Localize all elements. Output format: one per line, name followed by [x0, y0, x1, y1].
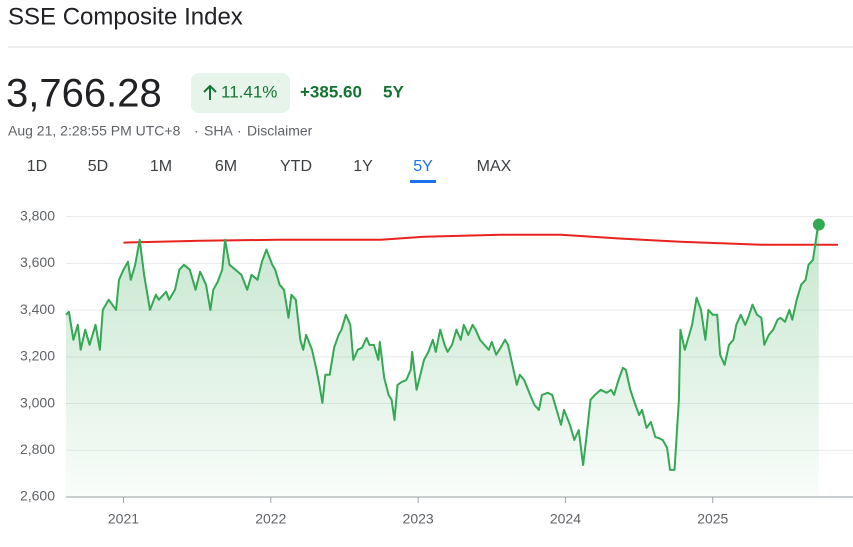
- y-tick-label: 3,400: [20, 301, 55, 317]
- area: [66, 224, 819, 497]
- change-period: 5Y: [383, 82, 404, 101]
- change-percent: 11.41%: [221, 82, 277, 101]
- y-tick-label: 3,200: [20, 348, 55, 364]
- price: 3,766.28: [6, 72, 162, 116]
- line: [65, 224, 820, 471]
- y-tick-label: 3,800: [20, 207, 55, 223]
- up-arrow: [203, 84, 217, 100]
- chart: 2,600 2,800 3,000 3,200 3,400 3,600 3,800 2021 2…: [20, 207, 853, 527]
- range-tab[interactable]: 5D: [88, 158, 108, 175]
- range-tab[interactable]: 1D: [27, 158, 47, 175]
- change: +385.60: [300, 82, 362, 101]
- line: [123, 233, 838, 246]
- separator: ·: [237, 123, 242, 139]
- y-tick-label: 2,800: [20, 441, 55, 457]
- x-tick-label: 2021: [108, 511, 139, 527]
- separator: ·: [194, 123, 199, 139]
- disclaimer[interactable]: Disclaimer: [247, 123, 313, 139]
- x-tick-label: 2023: [403, 511, 434, 527]
- y-tick-label: 2,600: [20, 488, 55, 504]
- title: SSE Composite Index: [8, 3, 243, 30]
- end-marker: [812, 218, 825, 231]
- y-tick-label: 3,000: [20, 394, 55, 410]
- x-tick-label: 2025: [697, 511, 728, 527]
- exchange: SHA: [204, 123, 233, 139]
- tab-underline: [410, 180, 436, 183]
- change-pill: [191, 73, 290, 113]
- range-tab[interactable]: 5Y: [413, 158, 433, 175]
- range-tabs: 1D 5D 1M 6M YTD 1Y 5Y MAX: [27, 158, 512, 183]
- x-tick-label: 2022: [255, 511, 286, 527]
- range-tab[interactable]: MAX: [477, 158, 512, 175]
- range-tab[interactable]: YTD: [280, 158, 312, 175]
- range-tab[interactable]: 1M: [150, 158, 172, 175]
- range-tab[interactable]: 6M: [215, 158, 237, 175]
- timestamp: Aug 21, 2:28:55 PM UTC+8: [8, 123, 181, 139]
- x-tick-label: 2024: [550, 511, 581, 527]
- y-tick-label: 3,600: [20, 254, 55, 270]
- range-tab[interactable]: 1Y: [353, 158, 373, 175]
